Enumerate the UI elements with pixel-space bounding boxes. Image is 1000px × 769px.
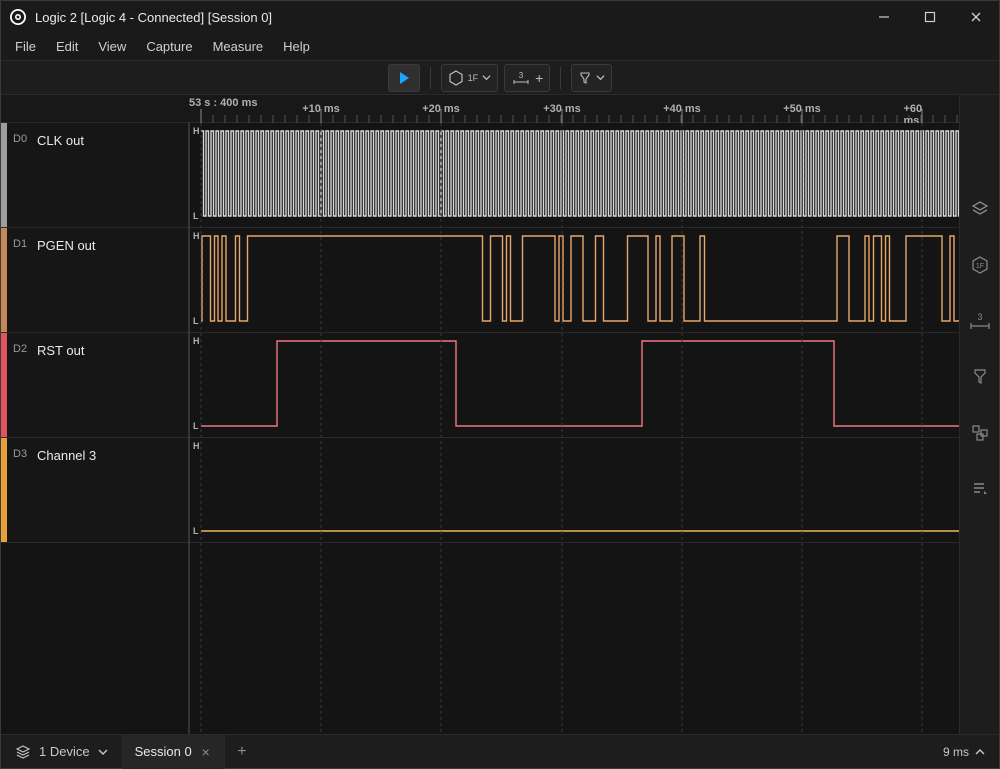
- chevron-down-icon: [98, 747, 108, 757]
- markers-filter-button[interactable]: [571, 64, 612, 92]
- maximize-button[interactable]: [907, 1, 953, 33]
- device-icon: [15, 744, 31, 760]
- menu-item-help[interactable]: Help: [273, 35, 320, 58]
- timeline-tick-label: +40 ms: [663, 103, 701, 115]
- timeline-tick-label: +20 ms: [422, 103, 460, 115]
- timeline-tick-label: +10 ms: [302, 103, 340, 115]
- channel-sidebar[interactable]: D3 Channel 3: [1, 438, 189, 542]
- menu-item-edit[interactable]: Edit: [46, 35, 88, 58]
- notes-panel-icon[interactable]: [966, 475, 994, 503]
- timeline-header[interactable]: 53 s : 400 ms +10 ms +20 ms +30 ms +40 ms +5…: [1, 95, 959, 123]
- channel-sidebar[interactable]: D1 PGEN out: [1, 228, 189, 332]
- channel-waveform[interactable]: H L: [189, 228, 959, 332]
- channel-sidebar[interactable]: D2 RST out: [1, 333, 189, 437]
- session-tab[interactable]: Session 0 ×: [123, 735, 225, 769]
- menu-item-measure[interactable]: Measure: [203, 35, 274, 58]
- svg-text:1F: 1F: [975, 263, 983, 270]
- session-tab-label: Session 0: [135, 744, 192, 759]
- timeline-tick-label: +30 ms: [543, 103, 581, 115]
- svg-text:3: 3: [519, 71, 524, 80]
- channel-row: D3 Channel 3 H L: [1, 438, 959, 543]
- analyzer-badge: 1F: [468, 73, 479, 83]
- chevron-up-icon: [975, 747, 985, 757]
- channel-row: D2 RST out H L: [1, 333, 959, 438]
- app-icon: [9, 8, 27, 26]
- timing-markers-button[interactable]: 3 +: [504, 64, 550, 92]
- channel-sidebar[interactable]: D0 CLK out: [1, 123, 189, 227]
- menu-item-view[interactable]: View: [88, 35, 136, 58]
- channel-waveform[interactable]: H L: [189, 438, 959, 542]
- channel-row: D0 CLK out H L: [1, 123, 959, 228]
- titlebar: Logic 2 [Logic 4 - Connected] [Session 0…: [1, 1, 999, 33]
- layers-icon[interactable]: [966, 195, 994, 223]
- analyzers-button[interactable]: 1F: [441, 64, 499, 92]
- measurements-panel-icon[interactable]: [966, 419, 994, 447]
- svg-text:3: 3: [977, 312, 982, 322]
- zoom-readout: 9 ms: [943, 745, 969, 759]
- timeline-origin-label: 53 s : 400 ms: [189, 97, 258, 109]
- channel-name: PGEN out: [37, 238, 96, 253]
- timeline-tick-label: +50 ms: [783, 103, 821, 115]
- device-label: 1 Device: [39, 744, 90, 759]
- toolbar-separator: [560, 67, 561, 89]
- menu-item-capture[interactable]: Capture: [136, 35, 202, 58]
- channel-name: Channel 3: [37, 448, 96, 463]
- right-sidebar: 1F 3: [959, 95, 999, 734]
- device-selector[interactable]: 1 Device: [1, 735, 123, 769]
- waveform-canvas-area[interactable]: 53 s : 400 ms +10 ms +20 ms +30 ms +40 ms +5…: [1, 95, 959, 734]
- channel-color-stripe: [1, 438, 7, 542]
- add-session-button[interactable]: +: [225, 743, 259, 761]
- close-button[interactable]: [953, 1, 999, 33]
- window-title: Logic 2 [Logic 4 - Connected] [Session 0…: [35, 10, 861, 25]
- analyzer-panel-icon[interactable]: 1F: [966, 251, 994, 279]
- minimize-button[interactable]: [861, 1, 907, 33]
- channel-color-stripe: [1, 333, 7, 437]
- channel-name: CLK out: [37, 133, 84, 148]
- statusbar: 1 Device Session 0 × + 9 ms: [1, 734, 999, 768]
- menubar: FileEditViewCaptureMeasureHelp: [1, 33, 999, 61]
- timing-panel-icon[interactable]: 3: [966, 307, 994, 335]
- channel-waveform[interactable]: H L: [189, 333, 959, 437]
- channel-name: RST out: [37, 343, 84, 358]
- flag-panel-icon[interactable]: [966, 363, 994, 391]
- channel-color-stripe: [1, 228, 7, 332]
- session-close-button[interactable]: ×: [200, 744, 212, 760]
- channel-row: D1 PGEN out H L: [1, 228, 959, 333]
- toolbar-separator: [430, 67, 431, 89]
- channel-color-stripe: [1, 123, 7, 227]
- play-button[interactable]: [388, 64, 420, 92]
- toolbar: 1F 3 +: [1, 61, 999, 95]
- channel-waveform[interactable]: H L: [189, 123, 959, 227]
- menu-item-file[interactable]: File: [5, 35, 46, 58]
